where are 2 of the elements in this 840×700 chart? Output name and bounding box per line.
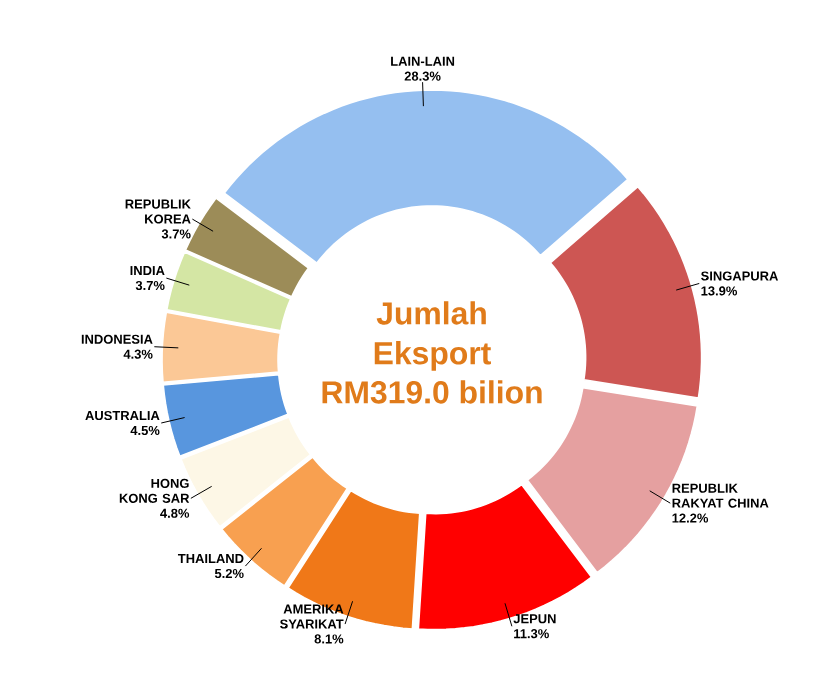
text: Jumlah Eksport xyxy=(374,301,491,371)
text: RM319.0 bilion xyxy=(322,380,542,404)
